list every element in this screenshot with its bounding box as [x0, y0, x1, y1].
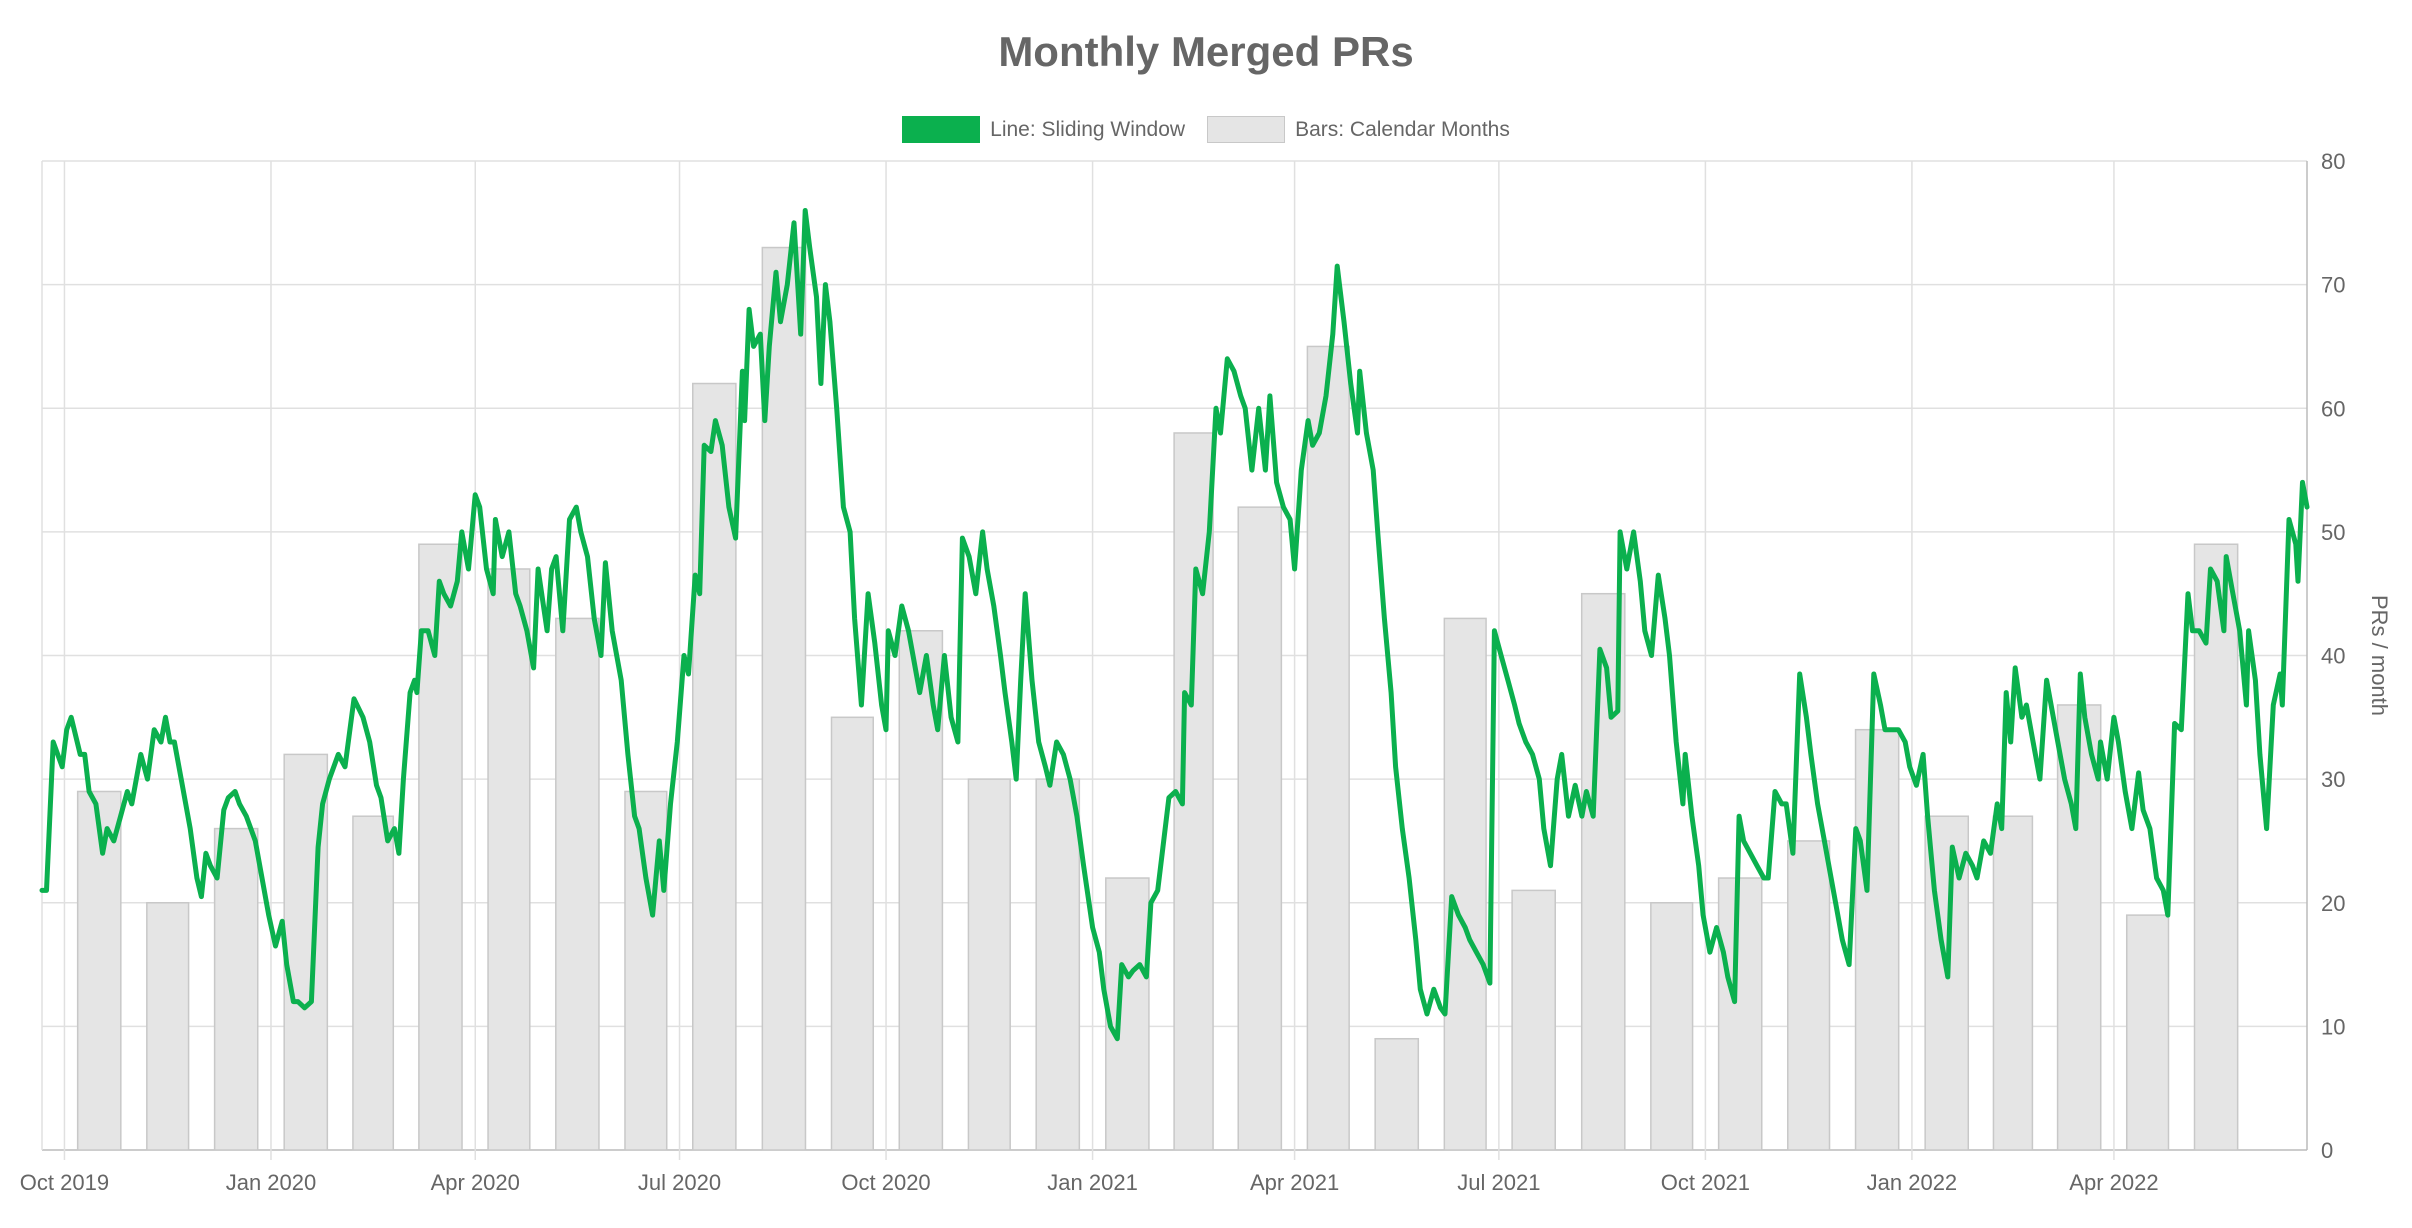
bar — [1306, 345, 1350, 1151]
bar — [761, 246, 807, 1151]
bar — [1650, 902, 1694, 1151]
bar — [1105, 877, 1150, 1151]
y-tick-label: 0 — [2321, 1138, 2333, 1163]
y-tick-label: 40 — [2321, 644, 2345, 669]
legend-item-bars[interactable]: Bars: Calendar Months — [1207, 116, 1510, 143]
legend-item-line[interactable]: Line: Sliding Window — [902, 116, 1185, 143]
legend-swatch-bars — [1207, 116, 1286, 143]
bar — [1443, 617, 1487, 1151]
x-tick-label: Oct 2021 — [1661, 1170, 1750, 1195]
y-tick-label: 20 — [2321, 891, 2345, 916]
bar — [830, 716, 874, 1151]
bar — [76, 790, 122, 1151]
bar — [487, 568, 531, 1151]
x-tick-label: Oct 2020 — [841, 1170, 930, 1195]
x-tick-label: Jan 2021 — [1047, 1170, 1138, 1195]
bar — [418, 543, 463, 1151]
bar — [213, 827, 259, 1151]
series-line-sliding-window — [39, 208, 2310, 1042]
legend: Line: Sliding Window Bars: Calendar Mont… — [0, 116, 2412, 143]
legend-label-line: Line: Sliding Window — [990, 117, 1186, 141]
x-tick-label: Jul 2020 — [638, 1170, 721, 1195]
x-tick-label: Jul 2021 — [1457, 1170, 1540, 1195]
bar — [1854, 728, 1900, 1151]
bar — [2193, 543, 2239, 1151]
bar — [967, 778, 1011, 1151]
bar — [555, 617, 600, 1151]
y-tick-label: 80 — [2321, 149, 2345, 174]
chart-title: Monthly Merged PRs — [998, 28, 1414, 75]
y-tick-label: 60 — [2321, 396, 2345, 421]
x-tick-label: Jan 2022 — [1867, 1170, 1958, 1195]
x-tick-label: Jan 2020 — [226, 1170, 317, 1195]
bar — [1511, 889, 1556, 1151]
bar — [1237, 506, 1283, 1151]
bar — [1374, 1037, 1420, 1151]
bar — [1035, 778, 1081, 1151]
y-tick-label: 10 — [2321, 1014, 2345, 1039]
bar — [1787, 840, 1831, 1151]
x-tick-label: Apr 2020 — [431, 1170, 520, 1195]
legend-swatch-line — [902, 116, 981, 143]
bar — [146, 902, 190, 1151]
y-tick-label: 70 — [2321, 273, 2345, 298]
y-axis-title: PRs / month — [2367, 595, 2392, 716]
x-tick-label: Apr 2021 — [1250, 1170, 1339, 1195]
bar — [2125, 914, 2170, 1151]
bar — [1717, 877, 1763, 1151]
legend-label-bars: Bars: Calendar Months — [1295, 117, 1510, 141]
y-tick-label: 30 — [2321, 767, 2345, 792]
bar — [352, 815, 395, 1151]
x-tick-label: Apr 2022 — [2069, 1170, 2158, 1195]
x-tick-label: Oct 2019 — [20, 1170, 109, 1195]
y-tick-label: 50 — [2321, 520, 2345, 545]
bar — [1992, 815, 2034, 1151]
